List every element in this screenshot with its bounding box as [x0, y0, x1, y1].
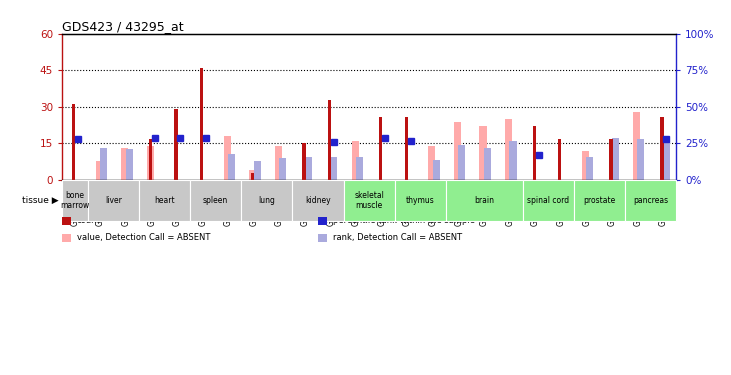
Text: lung: lung — [258, 196, 276, 205]
Bar — [660, 117, 664, 180]
Bar — [352, 141, 359, 180]
Text: percentile rank within the sample: percentile rank within the sample — [333, 216, 474, 225]
Bar — [330, 157, 338, 180]
Bar — [96, 160, 103, 180]
Bar — [275, 146, 282, 180]
Bar — [633, 112, 640, 180]
Bar — [458, 145, 466, 180]
Bar — [356, 157, 363, 180]
Bar — [428, 146, 436, 180]
Text: heart: heart — [154, 196, 175, 205]
Bar — [379, 117, 382, 180]
Bar — [663, 139, 670, 180]
Text: prostate: prostate — [583, 196, 616, 205]
Bar — [558, 139, 561, 180]
Text: GDS423 / 43295_at: GDS423 / 43295_at — [62, 20, 183, 33]
Bar — [254, 161, 261, 180]
Bar — [582, 151, 589, 180]
Bar — [484, 148, 491, 180]
Bar — [249, 170, 257, 180]
Bar — [480, 126, 487, 180]
Bar — [305, 157, 312, 180]
Bar — [612, 138, 619, 180]
Bar — [148, 139, 152, 180]
Bar — [251, 172, 254, 180]
Bar — [121, 148, 129, 180]
Text: pancreas: pancreas — [633, 196, 668, 205]
Bar — [302, 144, 306, 180]
Text: spinal cord: spinal cord — [527, 196, 569, 205]
Text: liver: liver — [105, 196, 122, 205]
Text: spleen: spleen — [203, 196, 228, 205]
Bar — [586, 157, 594, 180]
Text: rank, Detection Call = ABSENT: rank, Detection Call = ABSENT — [333, 233, 462, 242]
Bar — [637, 139, 645, 180]
Bar — [510, 141, 517, 180]
Bar — [100, 148, 107, 180]
Bar — [147, 146, 154, 180]
Text: tissue ▶: tissue ▶ — [22, 196, 58, 205]
Text: skeletal
muscle: skeletal muscle — [355, 191, 384, 210]
Bar — [174, 110, 178, 180]
Bar — [327, 100, 331, 180]
Bar — [228, 154, 235, 180]
Bar — [532, 126, 536, 180]
Text: count: count — [77, 216, 100, 225]
Text: value, Detection Call = ABSENT: value, Detection Call = ABSENT — [77, 233, 210, 242]
Bar — [72, 104, 75, 180]
Bar — [433, 159, 440, 180]
Text: kidney: kidney — [305, 196, 331, 205]
Text: thymus: thymus — [406, 196, 435, 205]
Bar — [404, 117, 408, 180]
Bar — [609, 139, 613, 180]
Bar — [279, 158, 287, 180]
Bar — [454, 122, 461, 180]
Bar — [224, 136, 231, 180]
Bar — [126, 149, 133, 180]
Text: brain: brain — [474, 196, 494, 205]
Bar — [505, 119, 512, 180]
Text: bone
marrow: bone marrow — [60, 191, 90, 210]
Bar — [200, 68, 203, 180]
